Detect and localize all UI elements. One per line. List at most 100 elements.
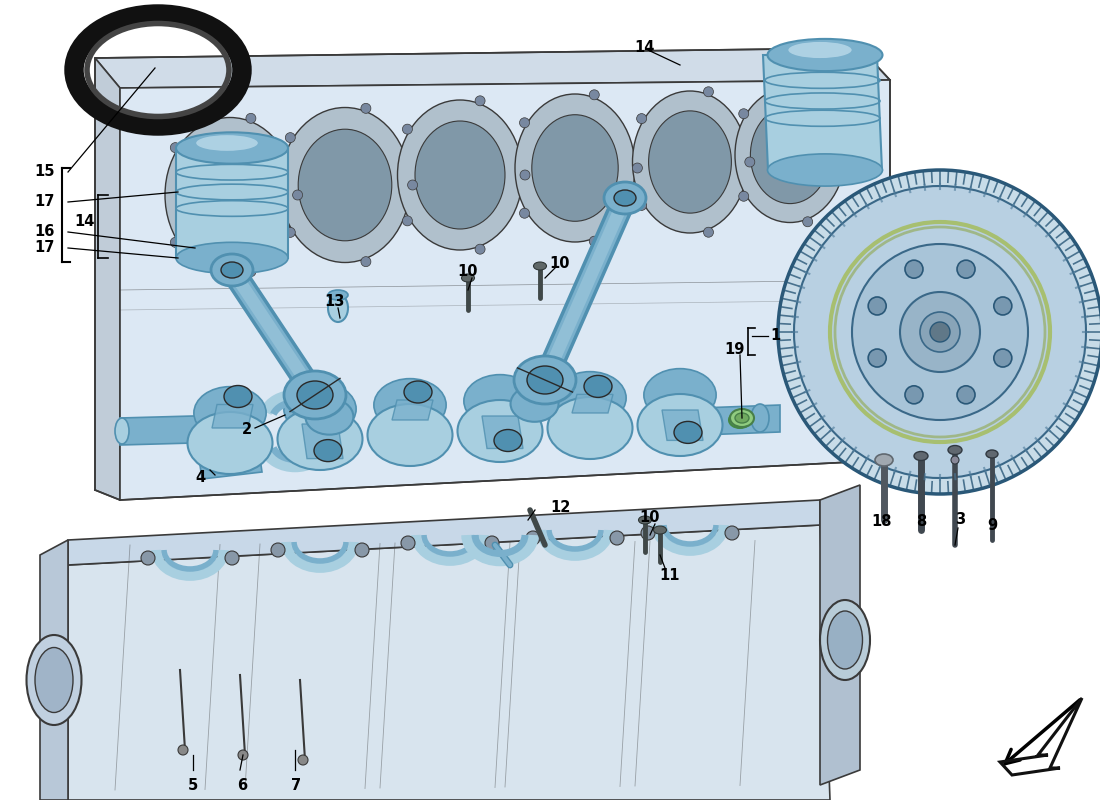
Text: 8: 8 [916,514,926,530]
Circle shape [868,349,887,367]
Circle shape [520,170,530,180]
Ellipse shape [604,182,646,214]
Polygon shape [662,410,703,440]
Text: 15: 15 [34,165,55,179]
Circle shape [637,201,647,210]
Text: 6: 6 [236,778,248,793]
Ellipse shape [574,388,606,438]
Circle shape [704,227,714,238]
Ellipse shape [632,91,748,233]
Ellipse shape [638,394,723,456]
Ellipse shape [397,100,522,250]
Text: 17: 17 [34,194,55,210]
Ellipse shape [374,378,447,431]
Polygon shape [700,405,780,435]
Circle shape [993,349,1012,367]
Ellipse shape [515,94,635,242]
Text: 4: 4 [195,470,205,486]
Ellipse shape [527,366,563,394]
Ellipse shape [548,397,632,459]
Circle shape [920,312,960,352]
Text: 5: 5 [188,778,198,793]
Circle shape [408,180,418,190]
Text: 10: 10 [640,510,660,526]
Polygon shape [572,394,613,413]
Ellipse shape [184,139,277,250]
Ellipse shape [116,418,129,444]
Ellipse shape [277,408,363,470]
Text: 9: 9 [987,518,997,533]
Ellipse shape [176,132,288,164]
Ellipse shape [367,404,452,466]
Circle shape [637,114,647,123]
Ellipse shape [176,242,288,274]
Ellipse shape [664,385,696,435]
Circle shape [900,292,980,372]
Text: 13: 13 [324,294,345,310]
Ellipse shape [735,87,845,222]
Polygon shape [120,80,890,500]
Circle shape [739,109,749,118]
Ellipse shape [638,516,651,524]
Ellipse shape [729,412,751,428]
Polygon shape [392,400,433,420]
Polygon shape [40,540,68,800]
Polygon shape [482,416,522,449]
Circle shape [519,118,529,128]
Circle shape [778,170,1100,494]
Ellipse shape [735,413,749,423]
Circle shape [361,257,371,266]
Circle shape [141,551,155,565]
Circle shape [246,266,256,277]
Ellipse shape [298,130,392,241]
Ellipse shape [297,381,333,409]
Ellipse shape [187,412,273,474]
Ellipse shape [458,400,542,462]
Text: 14: 14 [635,39,656,54]
Circle shape [957,260,975,278]
Ellipse shape [827,611,862,669]
Circle shape [293,190,303,200]
Text: 3: 3 [955,513,965,527]
Ellipse shape [789,42,851,58]
Ellipse shape [196,135,257,151]
Text: 19: 19 [725,342,745,358]
Ellipse shape [26,635,81,725]
Ellipse shape [415,121,505,229]
Ellipse shape [730,409,754,427]
Circle shape [905,386,923,404]
Polygon shape [820,485,860,785]
Text: ©: © [295,466,326,494]
Circle shape [905,260,923,278]
Circle shape [170,238,180,247]
Ellipse shape [531,114,618,222]
Polygon shape [302,424,343,458]
Circle shape [285,227,295,238]
Text: 11: 11 [660,567,680,582]
Circle shape [485,536,499,550]
Ellipse shape [211,254,253,286]
Circle shape [590,236,600,246]
Ellipse shape [510,386,559,422]
Ellipse shape [948,446,962,454]
Ellipse shape [35,647,73,713]
Ellipse shape [328,294,348,322]
Ellipse shape [494,430,522,451]
Ellipse shape [404,381,432,403]
Ellipse shape [768,39,882,71]
Ellipse shape [280,107,410,262]
Polygon shape [95,48,890,88]
Circle shape [226,551,239,565]
Circle shape [403,124,412,134]
Ellipse shape [751,404,769,432]
Ellipse shape [221,262,243,278]
Polygon shape [176,148,288,258]
Circle shape [704,86,714,97]
Ellipse shape [306,398,353,434]
Circle shape [852,244,1028,420]
Ellipse shape [394,395,426,445]
Ellipse shape [464,374,536,427]
Circle shape [794,186,1086,478]
Circle shape [402,536,415,550]
Circle shape [246,114,256,123]
